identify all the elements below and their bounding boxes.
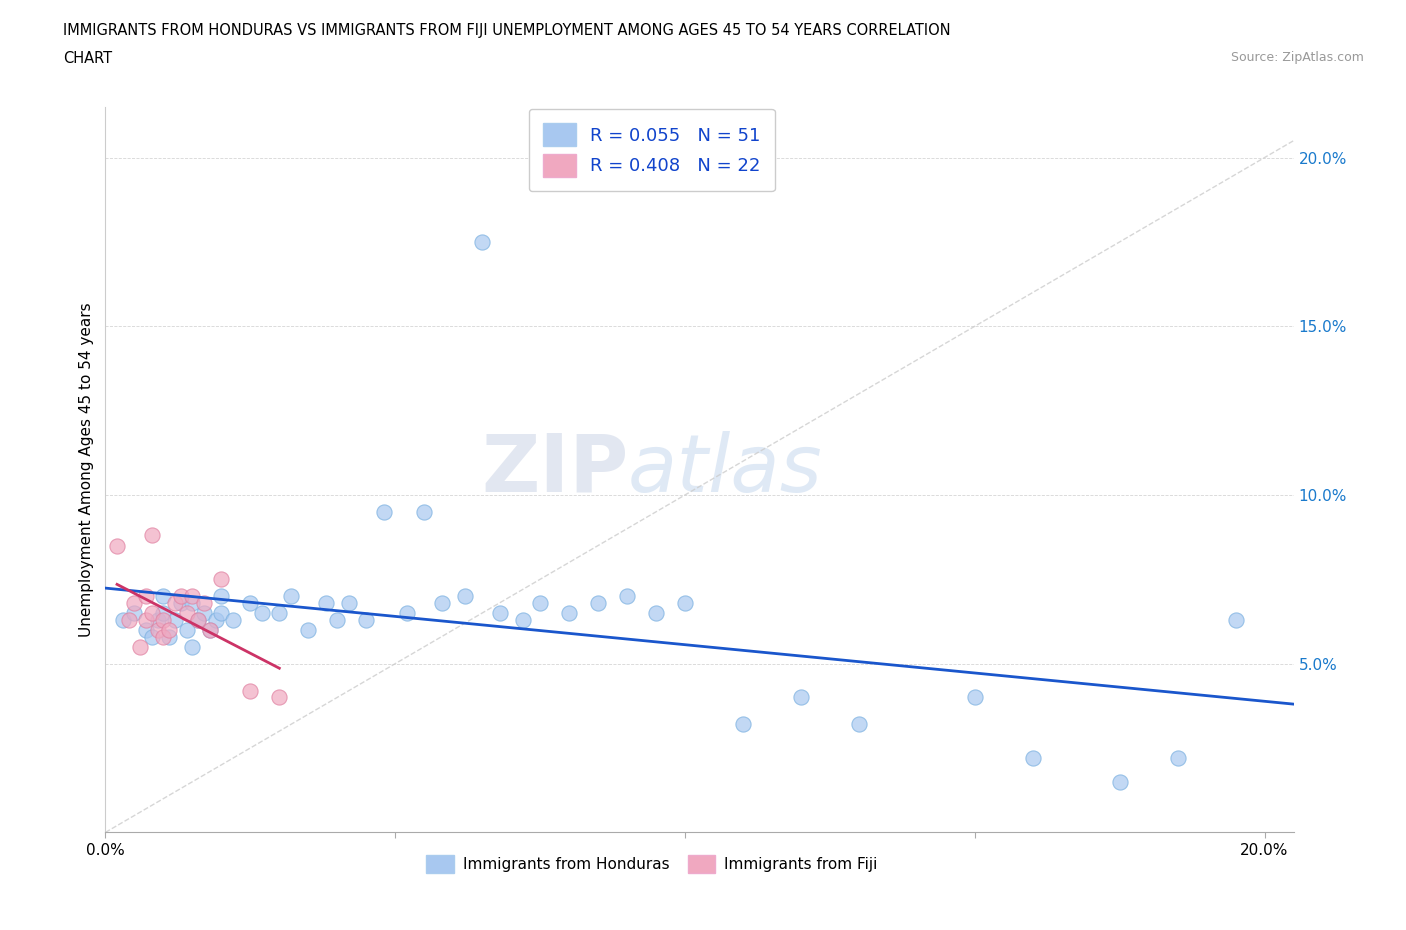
Point [354, 612, 377, 627]
Point [395, 605, 418, 620]
Point [152, 605, 174, 620]
Point [152, 630, 174, 644]
Point [529, 595, 551, 610]
Point [413, 504, 436, 519]
Point [141, 605, 163, 620]
Point [488, 605, 510, 620]
Point [731, 717, 754, 732]
Point [157, 622, 180, 637]
Point [117, 612, 139, 627]
Point [170, 595, 193, 610]
Text: CHART: CHART [63, 51, 112, 66]
Point [1167, 751, 1189, 765]
Point [1225, 612, 1247, 627]
Legend: Immigrants from Honduras, Immigrants from Fiji: Immigrants from Honduras, Immigrants fro… [420, 849, 884, 879]
Point [146, 612, 169, 627]
Point [1108, 775, 1130, 790]
Point [198, 622, 221, 637]
Point [193, 595, 215, 610]
Point [187, 612, 209, 627]
Point [848, 717, 870, 732]
Point [141, 528, 163, 543]
Point [152, 612, 174, 627]
Text: atlas: atlas [628, 431, 823, 509]
Point [176, 622, 198, 637]
Point [176, 605, 198, 620]
Point [141, 630, 163, 644]
Point [269, 605, 291, 620]
Point [146, 622, 169, 637]
Point [269, 690, 291, 705]
Point [586, 595, 609, 610]
Point [129, 639, 152, 654]
Point [790, 690, 813, 705]
Point [645, 605, 668, 620]
Point [181, 639, 204, 654]
Point [181, 589, 204, 604]
Point [673, 595, 696, 610]
Text: IMMIGRANTS FROM HONDURAS VS IMMIGRANTS FROM FIJI UNEMPLOYMENT AMONG AGES 45 TO 5: IMMIGRANTS FROM HONDURAS VS IMMIGRANTS F… [63, 23, 950, 38]
Point [124, 605, 146, 620]
Point [616, 589, 638, 604]
Point [198, 622, 221, 637]
Point [373, 504, 395, 519]
Point [512, 612, 534, 627]
Point [297, 622, 319, 637]
Point [209, 605, 232, 620]
Point [337, 595, 360, 610]
Point [1022, 751, 1045, 765]
Point [105, 538, 128, 553]
Point [280, 589, 302, 604]
Point [187, 612, 209, 627]
Text: Source: ZipAtlas.com: Source: ZipAtlas.com [1230, 51, 1364, 64]
Point [209, 589, 232, 604]
Point [315, 595, 337, 610]
Y-axis label: Unemployment Among Ages 45 to 54 years: Unemployment Among Ages 45 to 54 years [79, 302, 94, 637]
Point [135, 612, 157, 627]
Point [204, 612, 226, 627]
Point [558, 605, 581, 620]
Point [239, 684, 262, 698]
Point [163, 595, 186, 610]
Point [471, 234, 494, 249]
Point [157, 630, 180, 644]
Text: ZIP: ZIP [481, 431, 628, 509]
Point [124, 595, 146, 610]
Point [111, 612, 134, 627]
Point [963, 690, 986, 705]
Point [239, 595, 262, 610]
Point [250, 605, 273, 620]
Point [326, 612, 349, 627]
Point [209, 572, 232, 587]
Point [163, 612, 186, 627]
Point [181, 595, 204, 610]
Point [135, 622, 157, 637]
Point [454, 589, 477, 604]
Point [222, 612, 245, 627]
Point [152, 589, 174, 604]
Point [170, 589, 193, 604]
Point [135, 589, 157, 604]
Point [193, 605, 215, 620]
Point [430, 595, 453, 610]
